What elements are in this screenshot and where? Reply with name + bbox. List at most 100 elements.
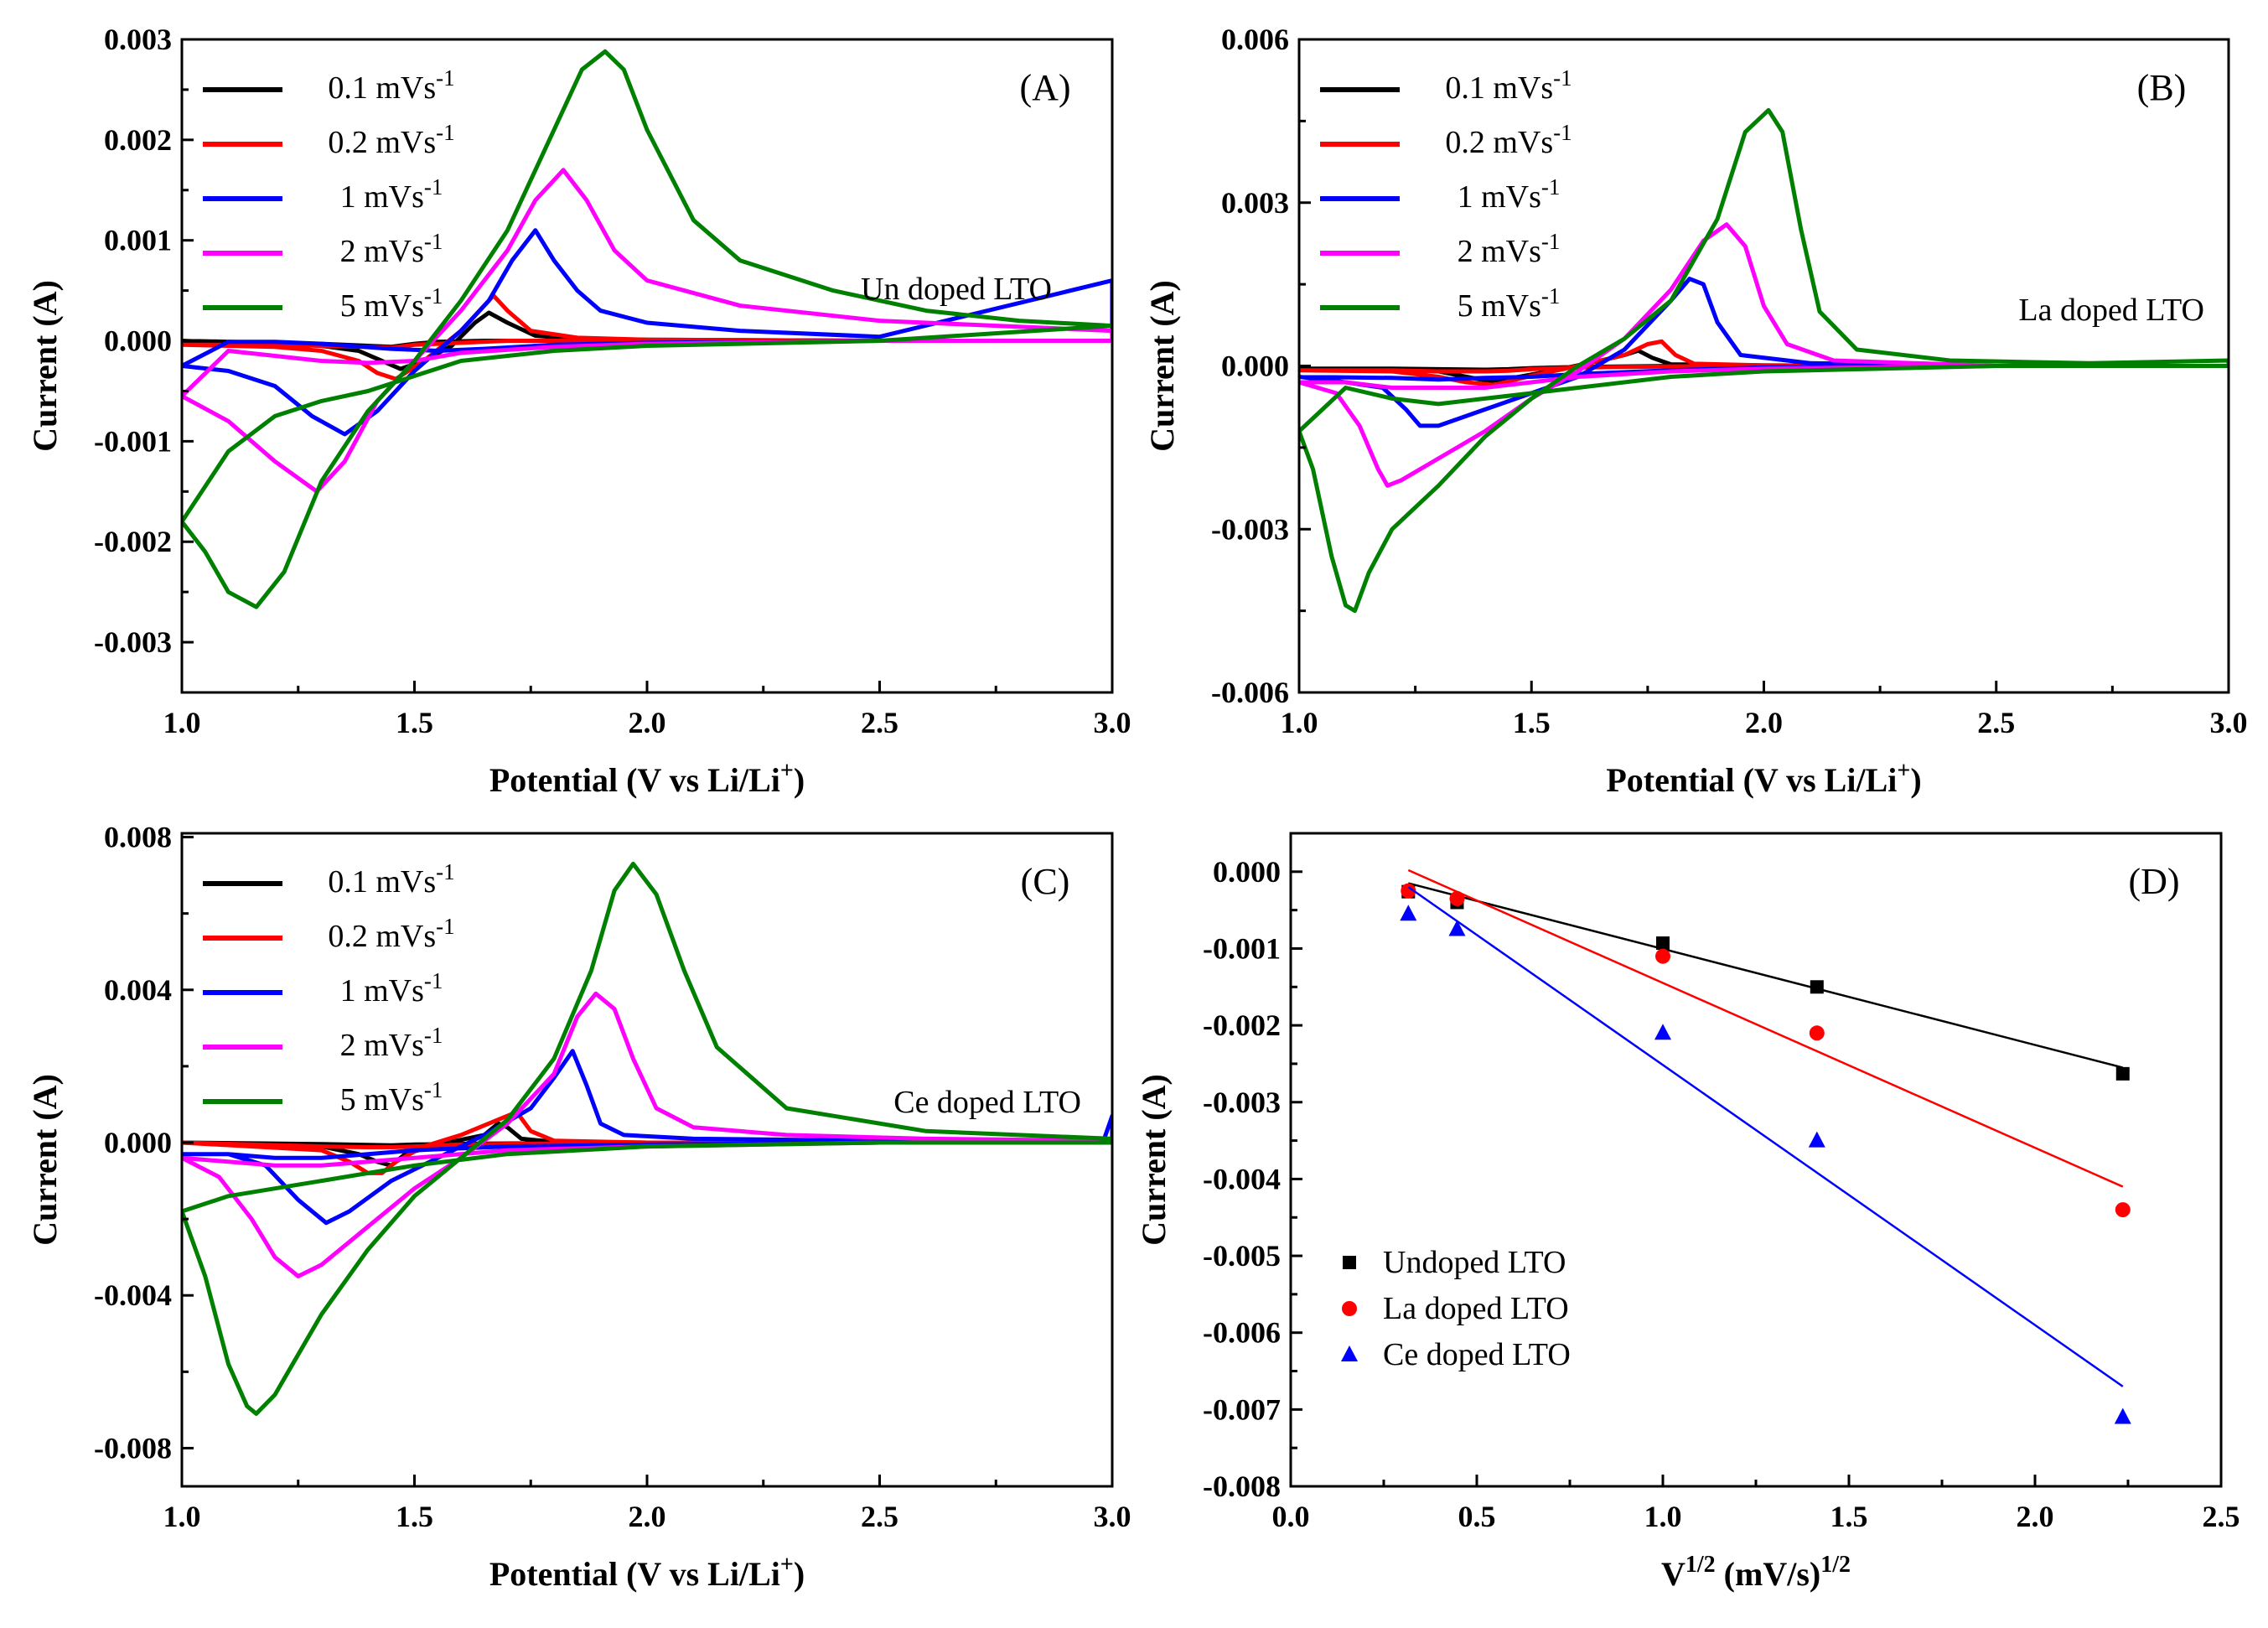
fit-line-1 <box>1407 882 2124 1069</box>
legend-label-sup: -1 <box>436 914 455 939</box>
x-tick-label: 1.0 <box>163 1500 201 1533</box>
legend-label-5: 5 mVs-1 <box>340 283 443 324</box>
legend-label-text: 2 mVs <box>340 234 424 269</box>
legend-label-sup: -1 <box>424 229 443 254</box>
plot-frame <box>1289 832 2223 1488</box>
x-axis-label-sup: + <box>780 758 794 784</box>
series-line-4 <box>1299 222 2229 488</box>
legend-label-text: 0.2 mVs <box>1445 125 1553 160</box>
chart-panel-1: 1.0 1.5 2.0 2.5 3.0 -0.003 -0.002 -0.001 0.000 0.… <box>26 23 1131 799</box>
series-line-5 <box>1299 107 2229 614</box>
legend-label-sup: -1 <box>424 174 443 200</box>
x-axis-label-end: ) <box>1910 761 1921 799</box>
legend-label-sup: -1 <box>436 120 455 145</box>
series-line-2 <box>182 293 1112 381</box>
y-tick-label: 0.003 <box>1221 186 1289 220</box>
chart-panel-3: 1.0 1.5 2.0 2.5 3.0 -0.008 -0.004 0.000 0.004 0.0… <box>26 821 1131 1593</box>
annotation-label: Ce doped LTO <box>893 1085 1081 1120</box>
y-tick-label: -0.004 <box>94 1278 172 1312</box>
annotation-label: Un doped LTO <box>861 272 1052 307</box>
x-tick-label: 0.0 <box>1272 1500 1310 1533</box>
y-tick-label: 0.004 <box>104 973 172 1007</box>
x-tick-label: 3.0 <box>2210 706 2248 739</box>
y-axis-label: Current (A) <box>26 1074 64 1246</box>
legend-label-text: 0.1 mVs <box>1445 70 1553 106</box>
x-tick-label: 1.0 <box>1644 1500 1682 1533</box>
legend-label-3: Ce doped LTO <box>1383 1337 1571 1372</box>
fit-line-3 <box>1407 886 2124 1387</box>
data-point-1-5 <box>2115 1066 2130 1081</box>
legend-marker-2 <box>1342 1301 1357 1316</box>
x-axis-label-main: Potential (V vs Li/Li <box>489 1555 780 1593</box>
y-tick-label: 0.001 <box>104 224 172 257</box>
data-point-2-3 <box>1655 948 1670 964</box>
y-tick-label: -0.003 <box>1211 512 1289 546</box>
x-tick-label: 2.5 <box>2203 1500 2240 1533</box>
x-tick-label: 1.5 <box>396 706 433 739</box>
legend-marker-1 <box>1343 1256 1356 1269</box>
y-axis-label: Current (A) <box>1143 280 1181 452</box>
legend-label-text: 0.2 mVs <box>328 919 436 954</box>
y-tick-label: 0.000 <box>1213 855 1281 889</box>
legend-label-sup: -1 <box>424 283 443 308</box>
legend-label-2: 0.2 mVs-1 <box>328 120 454 160</box>
plot-frame <box>180 38 1114 694</box>
legend-label-sup: -1 <box>424 1023 443 1048</box>
x-tick-label: 3.0 <box>1094 706 1131 739</box>
legend-label-text: 5 mVs <box>1458 288 1541 324</box>
data-point-3-2 <box>1448 920 1466 936</box>
legend-label-text: 0.2 mVs <box>328 125 436 160</box>
panel-label: (B) <box>2137 67 2187 108</box>
legend-label-3: 1 mVs-1 <box>1458 174 1561 215</box>
series-group <box>182 49 1112 609</box>
data-point-2-5 <box>2115 1202 2131 1218</box>
x-tick-label: 1.5 <box>396 1500 433 1533</box>
data-point-1-3 <box>1656 936 1670 951</box>
y-tick-label: 0.002 <box>104 123 172 157</box>
y-tick-label: -0.007 <box>1203 1392 1281 1426</box>
y-tick-label: -0.003 <box>94 625 172 659</box>
panel-label: (C) <box>1021 861 1070 902</box>
y-axis-label: Current (A) <box>26 280 64 452</box>
legend-label-text: 0.1 mVs <box>328 70 436 106</box>
x-axis-label: Potential (V vs Li/Li+) <box>489 758 805 799</box>
x-axis-label-end: ) <box>794 761 805 799</box>
data-point-2-4 <box>1809 1025 1825 1041</box>
x-axis-label: V1/2 (mV/s)1/2 <box>1661 1552 1851 1593</box>
y-tick-label: -0.001 <box>94 424 172 458</box>
legend-label-sup: -1 <box>1553 120 1572 145</box>
legend-label-text: 1 mVs <box>1458 179 1541 215</box>
y-tick-label: -0.004 <box>1203 1162 1281 1195</box>
legend-label-3: 1 mVs-1 <box>340 174 443 215</box>
legend-label-4: 2 mVs-1 <box>1458 229 1561 269</box>
y-tick-label: 0.000 <box>104 324 172 358</box>
fit-line-2 <box>1407 868 2124 1188</box>
legend-label-text: 2 mVs <box>1458 234 1541 269</box>
series-line-5 <box>182 861 1112 1416</box>
y-tick-label: 0.008 <box>104 821 172 854</box>
legend-label-sup: -1 <box>1541 229 1561 254</box>
legend-label-5: 5 mVs-1 <box>1458 283 1561 324</box>
x-axis-label-sup: 1/2 <box>1685 1552 1716 1578</box>
x-tick-label: 1.5 <box>1513 706 1551 739</box>
legend-label-sup: -1 <box>436 65 455 91</box>
legend-label-2: 0.2 mVs-1 <box>1445 120 1572 160</box>
x-tick-label: 2.0 <box>1745 706 1783 739</box>
y-tick-label: 0.006 <box>1221 23 1289 56</box>
data-point-1-4 <box>1810 980 1824 994</box>
x-tick-label: 1.0 <box>163 706 201 739</box>
data-point-3-1 <box>1400 905 1417 921</box>
data-point-2-1 <box>1401 883 1416 899</box>
chart-panel-4: 0.0 0.5 1.0 1.5 2.0 2.5 -0.008 -0.007 -0.006 -0.0… <box>1135 832 2240 1593</box>
y-tick-label: -0.002 <box>94 525 172 558</box>
y-tick-label: -0.008 <box>94 1431 172 1465</box>
legend-label-text: 5 mVs <box>340 1082 424 1117</box>
legend-marker-3 <box>1341 1345 1358 1361</box>
legend-label-3: 1 mVs-1 <box>340 968 443 1008</box>
legend-label-2: La doped LTO <box>1383 1291 1569 1326</box>
y-tick-label: 0.003 <box>104 23 172 56</box>
panel-label: (D) <box>2128 861 2179 902</box>
legend-label-text: 5 mVs <box>340 288 424 324</box>
legend-label-text: 1 mVs <box>340 179 424 215</box>
x-tick-label: 2.0 <box>629 1500 666 1533</box>
